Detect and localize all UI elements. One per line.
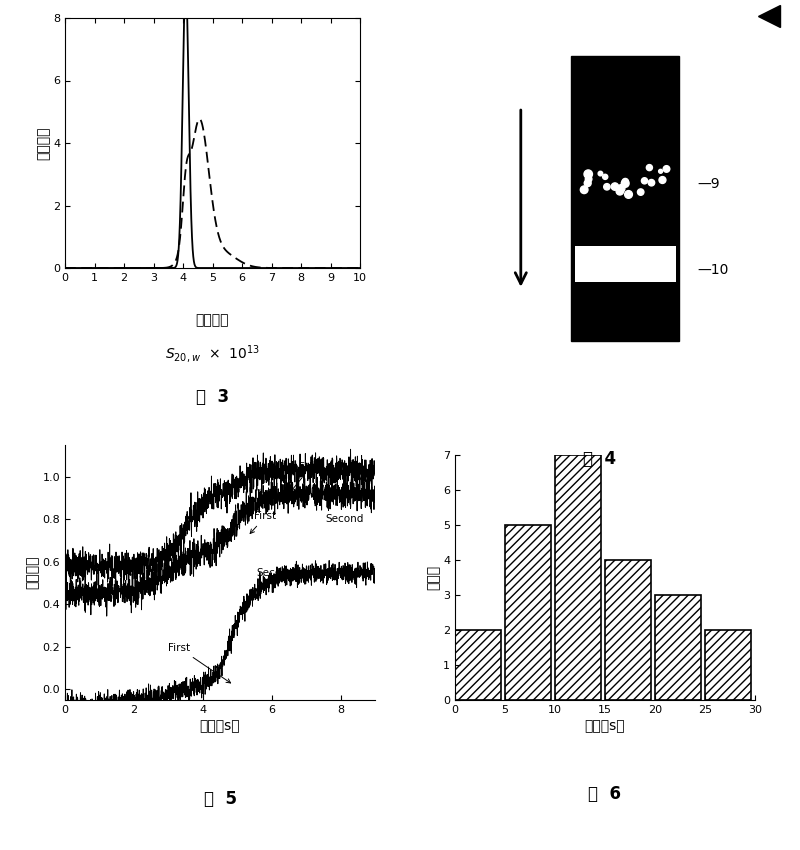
Y-axis label: 相对浓度: 相对浓度 [36, 127, 50, 160]
Text: First: First [168, 643, 230, 683]
Text: 沉降系数: 沉降系数 [196, 313, 230, 327]
Text: Second: Second [256, 568, 294, 577]
Text: 图  3: 图 3 [196, 388, 229, 406]
Bar [555, 455, 601, 700]
Text: $S_{20, w}$  ×  $10^{13}$: $S_{20, w}$ × $10^{13}$ [165, 343, 260, 365]
Bar [455, 630, 501, 700]
Text: 图  4: 图 4 [583, 450, 617, 468]
Text: —10: —10 [698, 263, 729, 276]
Text: First: First [250, 512, 277, 534]
Y-axis label: 分子数: 分子数 [426, 565, 440, 590]
Y-axis label: 荧光强度: 荧光强度 [26, 556, 40, 589]
Text: 图  6: 图 6 [589, 785, 622, 803]
X-axis label: 时间（s）: 时间（s） [585, 719, 626, 733]
Bar [705, 630, 751, 700]
Text: First: First [291, 462, 322, 490]
Bar [655, 595, 701, 700]
Bar [605, 560, 651, 700]
X-axis label: 时间（s）: 时间（s） [200, 719, 240, 733]
Text: Second: Second [325, 514, 363, 524]
Text: —9: —9 [698, 177, 720, 191]
Bar [505, 525, 551, 700]
Text: 图  5: 图 5 [203, 790, 237, 808]
